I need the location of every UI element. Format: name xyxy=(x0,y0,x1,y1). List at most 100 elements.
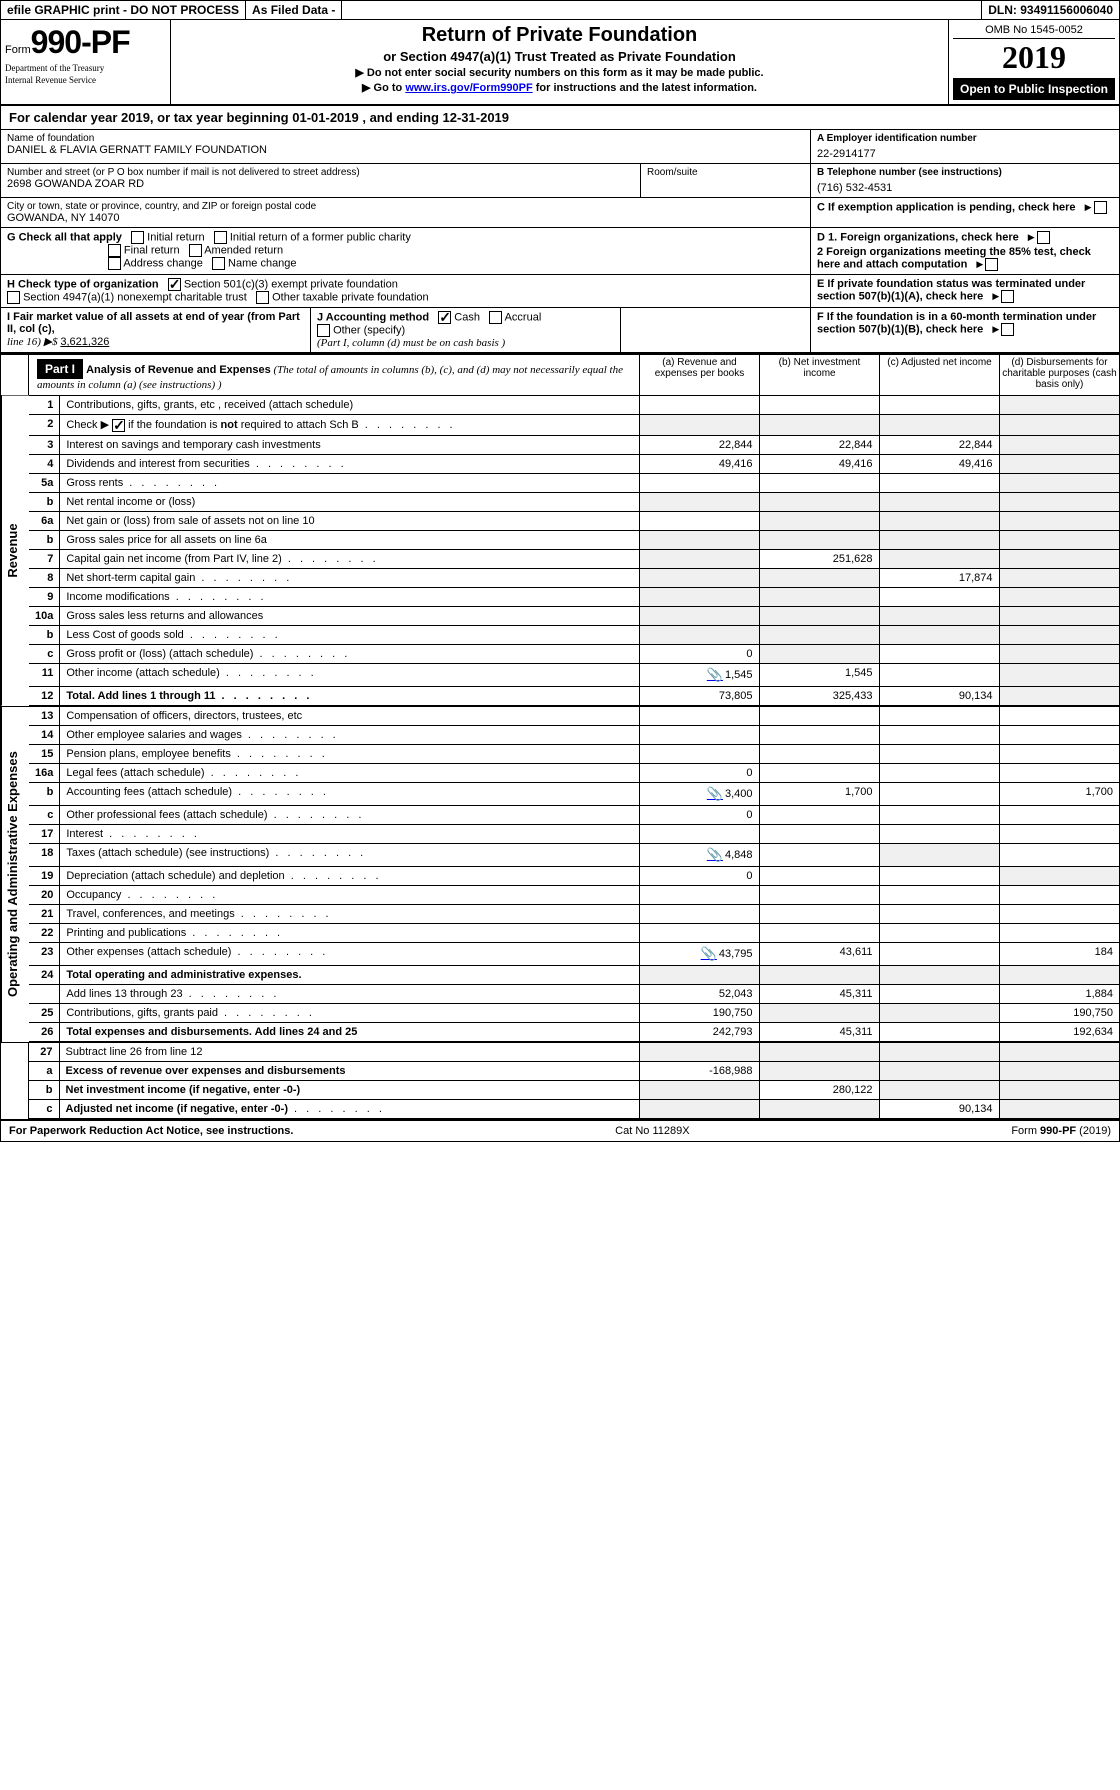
expenses-table: 13Compensation of officers, directors, t… xyxy=(29,707,1119,1042)
checkbox-accrual[interactable] xyxy=(489,311,502,324)
line-8: 8Net short-term capital gain17,874 xyxy=(29,568,1119,587)
checkbox-e[interactable] xyxy=(992,290,1014,303)
title-box: Return of Private Foundation or Section … xyxy=(171,20,949,104)
checkbox-initial-former[interactable] xyxy=(214,231,227,244)
expenses-section: Operating and Administrative Expenses 13… xyxy=(1,707,1119,1043)
summary-table: 27Subtract line 26 from line 12 aExcess … xyxy=(29,1043,1119,1119)
line-2: 2Check ▶ if the foundation is not requir… xyxy=(29,415,1119,436)
checkbox-other-taxable[interactable] xyxy=(256,291,269,304)
checkbox-c[interactable] xyxy=(1085,201,1107,214)
line-6b: bGross sales price for all assets on lin… xyxy=(29,530,1119,549)
city-exempt-row: City or town, state or province, country… xyxy=(1,198,1119,228)
expenses-label: Operating and Administrative Expenses xyxy=(1,707,29,1042)
line-27b: bNet investment income (if negative, ent… xyxy=(29,1080,1119,1099)
checkbox-amended-return[interactable] xyxy=(189,244,202,257)
checkbox-d1[interactable] xyxy=(1028,231,1050,244)
checkbox-address-change[interactable] xyxy=(108,257,121,270)
line-1: 1Contributions, gifts, grants, etc , rec… xyxy=(29,396,1119,415)
checkbox-f[interactable] xyxy=(992,323,1014,336)
revenue-section: Revenue 1Contributions, gifts, grants, e… xyxy=(1,396,1119,707)
checkbox-4947a1[interactable] xyxy=(7,291,20,304)
line-11: 11Other income (attach schedule)📎1,5451,… xyxy=(29,663,1119,686)
city-cell: City or town, state or province, country… xyxy=(1,198,811,227)
dept-label: Department of the Treasury xyxy=(5,63,166,73)
paperwork-notice: For Paperwork Reduction Act Notice, see … xyxy=(9,1125,293,1137)
col-c-header: (c) Adjusted net income xyxy=(879,355,999,395)
line-5b: bNet rental income or (loss) xyxy=(29,492,1119,511)
foundation-name: DANIEL & FLAVIA GERNATT FAMILY FOUNDATIO… xyxy=(7,144,804,156)
line-27c: cAdjusted net income (if negative, enter… xyxy=(29,1099,1119,1118)
title-note2: ▶ Go to www.irs.gov/Form990PF for instru… xyxy=(175,81,944,94)
phone-cell: B Telephone number (see instructions) (7… xyxy=(811,164,1119,197)
revenue-label: Revenue xyxy=(1,396,29,706)
line-6a: 6aNet gain or (loss) from sale of assets… xyxy=(29,511,1119,530)
checkbox-501c3[interactable] xyxy=(168,278,181,291)
irs-link[interactable]: www.irs.gov/Form990PF xyxy=(405,82,532,94)
g-cell: G Check all that apply Initial return In… xyxy=(1,228,811,274)
j-cell: J Accounting method Cash Accrual Other (… xyxy=(311,308,621,352)
city-value: GOWANDA, NY 14070 xyxy=(7,212,804,224)
line-10c: cGross profit or (loss) (attach schedule… xyxy=(29,644,1119,663)
omb-label: OMB No 1545-0052 xyxy=(953,24,1115,39)
attach-icon[interactable]: 📎 xyxy=(707,667,723,682)
form-page: efile GRAPHIC print - DO NOT PROCESS As … xyxy=(0,0,1120,1142)
checkbox-cash[interactable] xyxy=(438,311,451,324)
line-3: 3Interest on savings and temporary cash … xyxy=(29,435,1119,454)
col-d-header: (d) Disbursements for charitable purpose… xyxy=(999,355,1119,395)
form-box: Form990-PF Department of the Treasury In… xyxy=(1,20,171,104)
h-cell: H Check type of organization Section 501… xyxy=(1,275,811,307)
line-15: 15Pension plans, employee benefits xyxy=(29,744,1119,763)
col-b-header: (b) Net investment income xyxy=(759,355,879,395)
asfiled-label: As Filed Data - xyxy=(246,1,342,19)
attach-icon[interactable]: 📎 xyxy=(701,946,717,961)
line-5a: 5aGross rents xyxy=(29,473,1119,492)
form-label: Form xyxy=(5,44,31,56)
top-bar: efile GRAPHIC print - DO NOT PROCESS As … xyxy=(1,1,1119,20)
header-row: Form990-PF Department of the Treasury In… xyxy=(1,20,1119,106)
street-address: 2698 GOWANDA ZOAR RD xyxy=(7,178,634,190)
title-note1: ▶ Do not enter social security numbers o… xyxy=(175,66,944,79)
line-17: 17Interest xyxy=(29,824,1119,843)
year-begin: 01-01-2019 xyxy=(292,110,359,125)
exempt-c-cell: C If exemption application is pending, c… xyxy=(811,198,1119,227)
open-public-label: Open to Public Inspection xyxy=(953,78,1115,100)
phone-value: (716) 532-4531 xyxy=(817,182,1113,194)
ein-value: 22-2914177 xyxy=(817,148,1113,160)
title-sub: or Section 4947(a)(1) Trust Treated as P… xyxy=(175,49,944,64)
i-cell: I Fair market value of all assets at end… xyxy=(1,308,311,352)
address-cell: Number and street (or P O box number if … xyxy=(1,164,641,197)
part1-header-row: Part I Analysis of Revenue and Expenses … xyxy=(1,353,1119,396)
h-e-row: H Check type of organization Section 501… xyxy=(1,275,1119,308)
attach-icon[interactable]: 📎 xyxy=(707,847,723,862)
checkbox-other-method[interactable] xyxy=(317,324,330,337)
part1-label: Part I xyxy=(37,359,83,379)
line-4: 4Dividends and interest from securities4… xyxy=(29,454,1119,473)
line-13: 13Compensation of officers, directors, t… xyxy=(29,707,1119,726)
line-10a: 10aGross sales less returns and allowanc… xyxy=(29,606,1119,625)
line-18: 18Taxes (attach schedule) (see instructi… xyxy=(29,843,1119,866)
line-27a: aExcess of revenue over expenses and dis… xyxy=(29,1061,1119,1080)
attach-icon[interactable]: 📎 xyxy=(707,786,723,801)
line-12: 12Total. Add lines 1 through 1173,805325… xyxy=(29,686,1119,705)
address-phone-row: Number and street (or P O box number if … xyxy=(1,164,1119,198)
cat-number: Cat No 11289X xyxy=(615,1125,689,1137)
dln-label: DLN: xyxy=(988,3,1017,17)
name-cell: Name of foundation DANIEL & FLAVIA GERNA… xyxy=(1,130,811,163)
room-cell: Room/suite xyxy=(641,164,811,197)
year-box: OMB No 1545-0052 2019 Open to Public Ins… xyxy=(949,20,1119,104)
line-10b: bLess Cost of goods sold xyxy=(29,625,1119,644)
checkbox-name-change[interactable] xyxy=(212,257,225,270)
line-21: 21Travel, conferences, and meetings xyxy=(29,904,1119,923)
checkbox-initial-return[interactable] xyxy=(131,231,144,244)
ein-cell: A Employer identification number 22-2914… xyxy=(811,130,1119,163)
year-end: 12-31-2019 xyxy=(443,110,510,125)
irs-label: Internal Revenue Service xyxy=(5,75,166,85)
part1-title: Analysis of Revenue and Expenses xyxy=(86,364,271,376)
checkbox-schb[interactable] xyxy=(112,419,125,432)
checkbox-final-return[interactable] xyxy=(108,244,121,257)
footer-row: For Paperwork Reduction Act Notice, see … xyxy=(1,1121,1119,1141)
line-16c: cOther professional fees (attach schedul… xyxy=(29,805,1119,824)
checkbox-d2[interactable] xyxy=(976,258,998,271)
cal-year-row: For calendar year 2019, or tax year begi… xyxy=(1,106,1119,130)
line-23: 23Other expenses (attach schedule)📎43,79… xyxy=(29,942,1119,965)
